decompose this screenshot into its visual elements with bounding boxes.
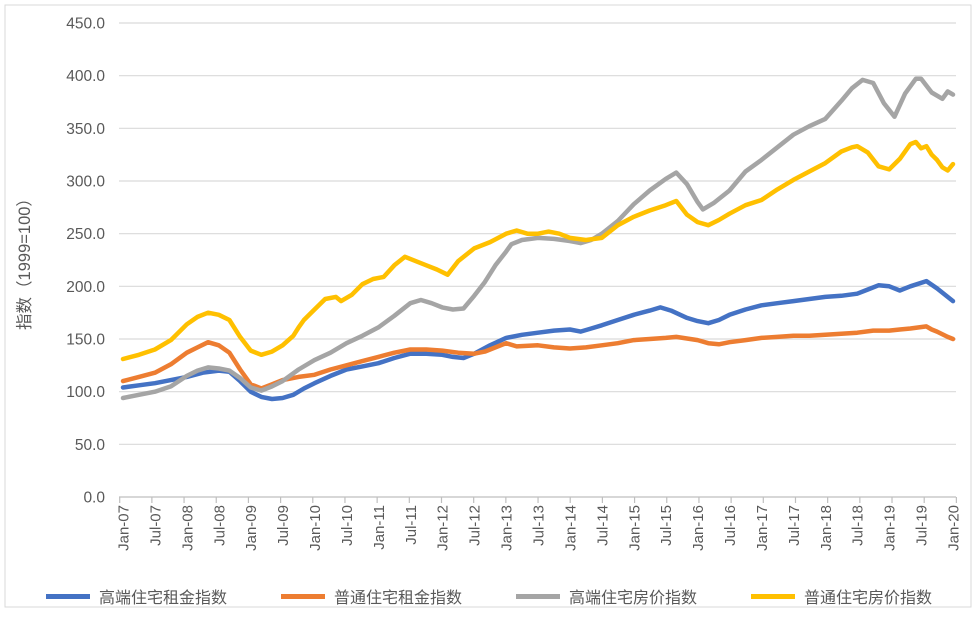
x-tick-label: Jul-08 (211, 505, 228, 546)
x-tick-label: Jul-13 (531, 505, 548, 546)
y-axis-title: 指数（1999=100） (15, 190, 34, 330)
x-tick-label: Jul-10 (339, 505, 356, 546)
x-tick-label: Jul-19 (914, 505, 931, 546)
x-tick-label: Jul-18 (850, 505, 867, 546)
legend-item-3: 普通住宅房价指数 (751, 584, 932, 608)
series-line-2 (120, 76, 956, 401)
y-axis-tick-labels: 0.0 50.0 100.0 150.0 200.0 250.0 300.0 350.0 400… (66, 16, 105, 507)
x-tick-label: Jan-11 (371, 505, 388, 550)
x-tick-label: Jan-19 (882, 505, 899, 551)
series-line-3 (120, 139, 956, 362)
x-tick-label: Jan-14 (562, 505, 579, 551)
x-tick-label: Jan-13 (499, 505, 516, 551)
legend-line-swatch (751, 593, 796, 599)
series-line-1 (120, 324, 956, 391)
x-tick-label: Jul-12 (467, 505, 484, 546)
x-tick-label: Jan-20 (946, 505, 963, 551)
x-axis (119, 497, 957, 503)
x-tick-label: Jul-07 (147, 505, 164, 546)
x-tick-label: Jul-11 (403, 505, 420, 545)
legend-line-swatch (280, 593, 325, 599)
y-tick-label: 300.0 (66, 174, 105, 191)
x-tick-label: Jul-14 (594, 505, 611, 546)
x-tick-label: Jan-07 (116, 505, 133, 551)
y-tick-label: 50.0 (75, 437, 106, 454)
y-tick-label: 100.0 (66, 384, 105, 401)
x-tick-label: Jan-12 (435, 505, 452, 551)
x-tick-label: Jan-18 (818, 505, 835, 551)
y-tick-label: 150.0 (66, 332, 105, 349)
legend-item-0: 高端住宅租金指数 (45, 584, 227, 608)
chart-border (4, 4, 972, 608)
legend-line-swatch (45, 593, 90, 599)
legend-item-1: 普通住宅租金指数 (280, 584, 462, 608)
legend-label: 普通住宅租金指数 (333, 590, 462, 607)
legend-label: 高端住宅房价指数 (569, 590, 698, 607)
x-tick-label: Jul-09 (275, 505, 292, 546)
x-tick-label: Jul-15 (658, 505, 675, 546)
y-tick-label: 400.0 (66, 68, 105, 85)
y-tick-label: 350.0 (66, 121, 105, 138)
chart-legend: 高端住宅租金指数 普通住宅租金指数 高端住宅房价指数 普通住宅房价指数 (0, 581, 978, 611)
legend-label: 高端住宅租金指数 (98, 590, 227, 607)
x-tick-label: Jan-09 (243, 505, 260, 551)
gridlines (119, 22, 956, 498)
x-tick-label: Jan-17 (754, 505, 771, 551)
x-tick-label: Jan-08 (179, 505, 196, 551)
series-line-0 (120, 278, 956, 402)
x-axis-tick-labels: Jan-07 Jul-07 Jan-08 Jul-08 Jan-09 Jul-09 Jan-… (116, 505, 963, 551)
legend-line-swatch (516, 593, 560, 599)
x-tick-label: Jan-15 (626, 505, 643, 551)
x-tick-label: Jul-16 (722, 505, 739, 546)
x-tick-label: Jan-10 (307, 505, 324, 551)
x-tick-label: Jan-16 (690, 505, 707, 551)
y-tick-label: 250.0 (66, 226, 105, 243)
series-lines (120, 76, 956, 402)
legend-label: 普通住宅房价指数 (804, 590, 933, 607)
y-tick-label: 0.0 (83, 490, 105, 507)
y-tick-label: 200.0 (66, 279, 105, 296)
x-tick-label: Jul-17 (786, 505, 803, 546)
y-tick-label: 450.0 (66, 16, 105, 33)
legend-item-2: 高端住宅房价指数 (516, 584, 697, 608)
